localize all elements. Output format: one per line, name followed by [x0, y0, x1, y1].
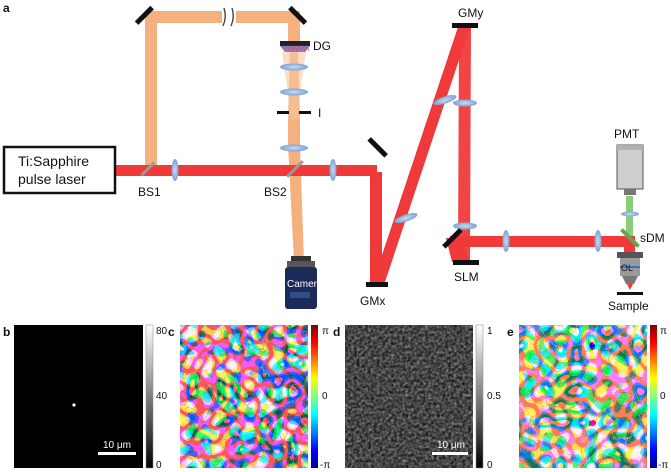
panel-label-c: c	[168, 325, 175, 339]
colorbar-c-tick-mid: 0	[322, 391, 328, 402]
gmx-label: GMx	[360, 294, 385, 308]
colorbar-d	[475, 324, 484, 469]
colorbar-d-tick-min: 0	[487, 460, 493, 471]
gmx-mirror	[366, 282, 388, 287]
lens-relay-2	[433, 95, 457, 105]
sdm-label: sDM	[640, 231, 665, 245]
focus-spot	[72, 403, 76, 407]
colorbar-b-tick-min: 0	[156, 460, 162, 471]
slm	[453, 260, 479, 265]
bs1-label: BS1	[138, 185, 161, 199]
lens-ref-3	[280, 144, 308, 152]
lens-main-1	[171, 159, 179, 181]
scalebar-d	[432, 452, 468, 455]
colorbar-c-tick-min: -π	[320, 460, 330, 471]
colorbar-b-tick-max: 80	[156, 326, 168, 337]
gmy-label: GMy	[458, 6, 483, 20]
bs2	[286, 160, 304, 178]
mirror-top-left	[134, 5, 154, 25]
lens-tube-1	[502, 230, 510, 252]
scalebar-b	[98, 452, 136, 455]
laser-label-line1: Ti:Sapphire	[18, 153, 89, 169]
mirror-top-right	[288, 5, 308, 25]
diffraction-grating	[280, 41, 310, 53]
panel-label-e: e	[507, 325, 514, 339]
panel-label-d: d	[333, 325, 340, 339]
colorbar-b	[145, 324, 154, 469]
sample-slide	[617, 292, 643, 295]
ol-label: OL	[621, 263, 633, 273]
colorbar-e	[650, 325, 657, 468]
gmy-mirror	[452, 23, 478, 28]
colorbar-b-tick-mid: 40	[156, 391, 168, 402]
colorbar-e-tick-max: π	[660, 326, 667, 337]
panel-label-a: a	[3, 1, 10, 15]
scalebar-d-label: 10 μm	[437, 440, 465, 451]
pmt	[616, 144, 644, 195]
colorbar-e-tick-mid: 0	[660, 391, 666, 402]
lens-tube-2	[594, 230, 602, 252]
scalebar-b-label: 10 μm	[103, 440, 131, 451]
slm-label: SLM	[454, 270, 479, 284]
colorbar-c	[311, 325, 318, 468]
mirror-fold-1	[367, 137, 388, 158]
phase-map-e	[519, 325, 647, 468]
camera	[285, 256, 317, 309]
sdm	[620, 228, 640, 248]
objective-lens	[617, 252, 643, 290]
lens-main-2	[329, 159, 337, 181]
lens-relay-4	[453, 222, 477, 230]
colorbar-d-tick-mid: 0.5	[487, 391, 501, 402]
dg-label: DG	[313, 39, 331, 53]
lens-relay-1	[394, 213, 418, 223]
colorbar-e-tick-min: -π	[658, 460, 668, 471]
iris-label: I	[318, 106, 321, 120]
lens-ref-2	[280, 88, 308, 96]
iris	[277, 111, 311, 114]
mirror-fold-2	[442, 228, 463, 249]
colorbar-d-tick-max: 1	[487, 326, 493, 337]
pmt-label: PMT	[614, 127, 640, 141]
laser-box	[2, 145, 117, 195]
image-b	[14, 325, 143, 468]
laser-label-line2: pulse laser	[18, 171, 86, 187]
lens-pmt	[621, 211, 639, 217]
excitation-beam-path	[115, 27, 635, 285]
bs2-label: BS2	[264, 185, 287, 199]
phase-map-c	[180, 325, 308, 468]
camera-label: Camera	[287, 279, 323, 290]
lens-relay-3	[453, 99, 477, 107]
panel-label-b: b	[3, 325, 10, 339]
lens-ref-1	[280, 63, 308, 71]
speckle-image-d	[345, 325, 473, 468]
colorbar-c-tick-max: π	[322, 326, 329, 337]
sample-label: Sample	[608, 299, 649, 313]
bs1	[140, 161, 156, 177]
